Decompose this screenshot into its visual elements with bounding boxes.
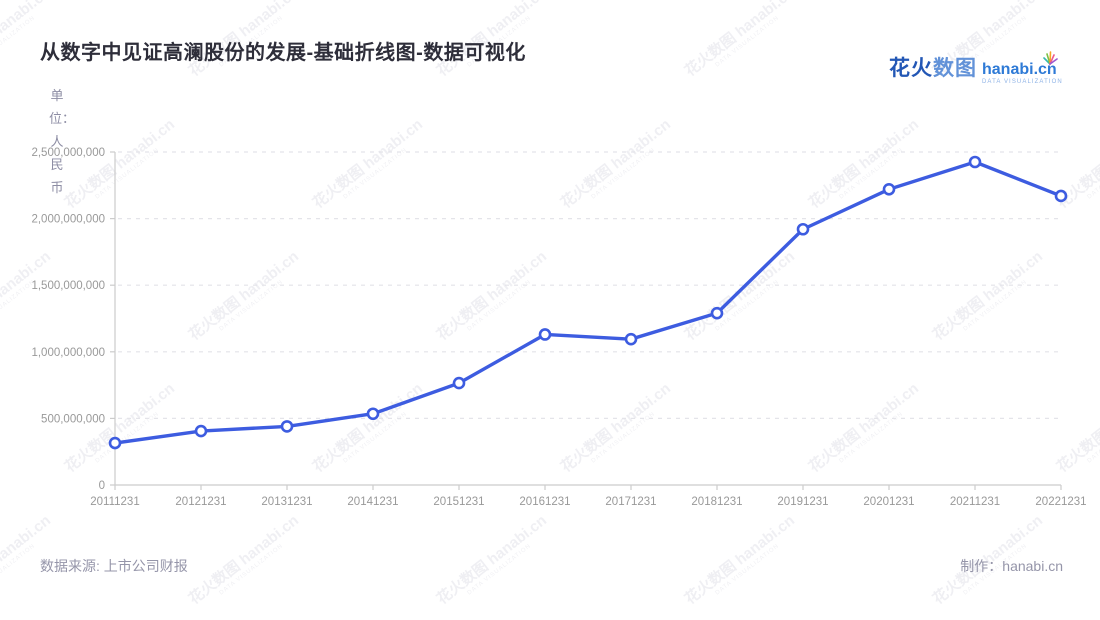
x-axis-tick-label: 20191231 xyxy=(777,496,828,508)
data-point[interactable] xyxy=(1054,189,1068,203)
x-axis-tick-label: 20141231 xyxy=(347,496,398,508)
data-point[interactable] xyxy=(452,376,466,390)
y-axis-tick-label: 1,000,000,000 xyxy=(31,347,105,359)
logo-right-block: hanabi.cn DATA VISUALIZATION xyxy=(982,51,1063,85)
data-point[interactable] xyxy=(882,182,896,196)
data-point[interactable] xyxy=(366,407,380,421)
x-axis-tick-label: 20211231 xyxy=(950,496,1000,508)
x-axis-tick-label: 20111231 xyxy=(90,496,139,508)
footer: 数据来源: 上市公司财报 制作：hanabi.cn xyxy=(40,556,1063,576)
x-axis-tick-label: 20131231 xyxy=(261,496,312,508)
x-axis-tick-label: 20121231 xyxy=(175,496,226,508)
logo-brand-en: hanabi.cn xyxy=(982,61,1057,78)
x-axis-tick-label: 20151231 xyxy=(433,496,484,508)
credit-label: 制作：hanabi.cn xyxy=(960,558,1063,574)
firework-spark-icon xyxy=(1043,51,1058,65)
x-axis-tick-label: 20201231 xyxy=(863,496,914,508)
y-axis-tick-label: 2,000,000,000 xyxy=(31,214,105,226)
logo-tagline: DATA VISUALIZATION xyxy=(982,79,1063,85)
data-point[interactable] xyxy=(796,222,810,236)
series-line xyxy=(113,160,1063,445)
x-axis-tick-label: 20171231 xyxy=(605,496,656,508)
data-point[interactable] xyxy=(710,306,724,320)
y-axis-unit-label: 单位：人民币 xyxy=(49,88,76,195)
x-axis-tick-label: 20221231 xyxy=(1035,496,1086,508)
logo-brand-cn: 花火数图 xyxy=(889,57,977,81)
y-axis-tick-label: 2,500,000,000 xyxy=(31,147,105,159)
x-axis-tick-label: 20181231 xyxy=(691,496,742,508)
data-point[interactable] xyxy=(538,328,552,341)
x-axis-tick-label: 20161231 xyxy=(519,496,570,508)
logo-brand-cn-part1: 花火 xyxy=(889,57,933,80)
logo-brand-cn-part2: 数图 xyxy=(933,57,977,80)
data-point[interactable] xyxy=(968,155,982,169)
y-axis-tick-label: 0 xyxy=(99,480,105,492)
data-point[interactable] xyxy=(194,424,208,438)
y-axis-tick-label: 1,500,000,000 xyxy=(31,280,105,292)
data-point[interactable] xyxy=(624,332,638,346)
data-point[interactable] xyxy=(280,420,294,433)
data-point[interactable] xyxy=(108,436,122,450)
y-axis-tick-label: 500,000,000 xyxy=(41,413,105,425)
data-source-label: 数据来源: 上市公司财报 xyxy=(40,558,188,574)
page-title: 从数字中见证高澜股份的发展-基础折线图-数据可视化 xyxy=(40,42,526,64)
hanabi-logo: 花火数图 hanabi.cn DATA VISUALIZATION xyxy=(889,51,1063,85)
